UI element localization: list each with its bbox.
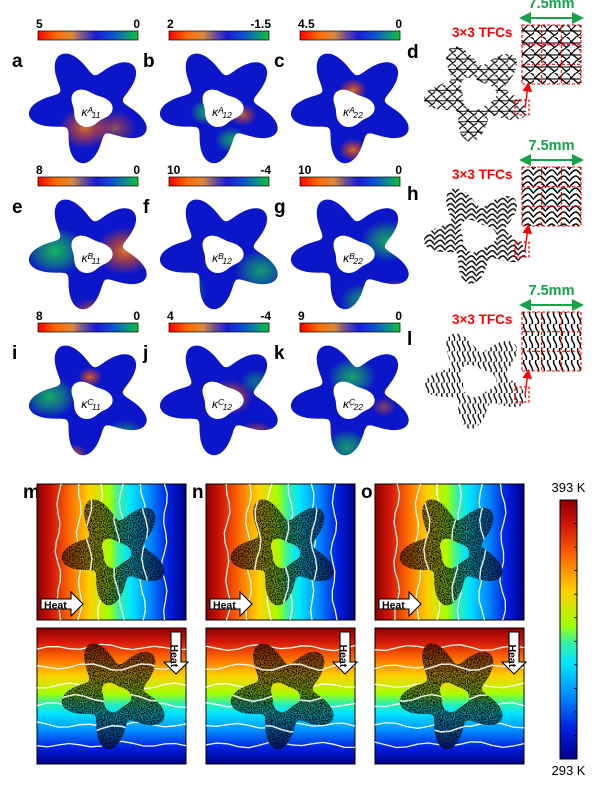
svg-text:f: f	[143, 197, 150, 218]
svg-text:0: 0	[395, 17, 402, 31]
svg-text:Heat: Heat	[506, 645, 518, 668]
svg-text:Heat: Heat	[213, 600, 236, 612]
svg-text:l: l	[407, 329, 412, 350]
svg-text:0: 0	[395, 163, 402, 177]
svg-text:7.5mm: 7.5mm	[529, 0, 575, 12]
svg-text:k: k	[274, 343, 285, 364]
svg-text:d: d	[407, 42, 419, 63]
svg-text:0: 0	[133, 163, 140, 177]
svg-text:-4: -4	[260, 163, 271, 177]
svg-text:10: 10	[298, 163, 312, 177]
svg-text:Heat: Heat	[44, 600, 67, 612]
svg-text:10: 10	[167, 163, 181, 177]
svg-text:2: 2	[167, 17, 174, 31]
svg-text:4.5: 4.5	[298, 17, 315, 31]
svg-text:0: 0	[395, 309, 402, 323]
svg-text:j: j	[142, 343, 148, 364]
svg-text:a: a	[12, 51, 23, 72]
svg-text:o: o	[361, 482, 373, 503]
svg-text:0: 0	[133, 17, 140, 31]
svg-text:0: 0	[133, 309, 140, 323]
svg-text:i: i	[12, 343, 17, 364]
svg-text:h: h	[407, 184, 419, 205]
svg-text:393 K: 393 K	[552, 480, 586, 495]
svg-text:c: c	[274, 51, 285, 72]
svg-text:Heat: Heat	[337, 645, 349, 668]
svg-text:Heat: Heat	[382, 600, 405, 612]
svg-text:4: 4	[167, 309, 174, 323]
svg-text:9: 9	[298, 309, 305, 323]
svg-text:8: 8	[36, 309, 43, 323]
svg-text:g: g	[274, 197, 286, 218]
svg-text:5: 5	[36, 17, 43, 31]
svg-text:n: n	[192, 482, 204, 503]
svg-text:3×3 TFCs: 3×3 TFCs	[452, 312, 512, 327]
svg-text:e: e	[12, 197, 23, 218]
svg-text:7.5mm: 7.5mm	[529, 283, 575, 299]
svg-text:7.5mm: 7.5mm	[529, 138, 575, 154]
svg-text:b: b	[143, 51, 155, 72]
svg-text:3×3 TFCs: 3×3 TFCs	[452, 25, 512, 40]
svg-text:3×3 TFCs: 3×3 TFCs	[452, 167, 512, 182]
svg-text:8: 8	[36, 163, 43, 177]
svg-text:Heat: Heat	[168, 645, 180, 668]
svg-text:-1.5: -1.5	[250, 17, 271, 31]
svg-text:293 K: 293 K	[552, 763, 586, 778]
svg-text:-4: -4	[260, 309, 271, 323]
